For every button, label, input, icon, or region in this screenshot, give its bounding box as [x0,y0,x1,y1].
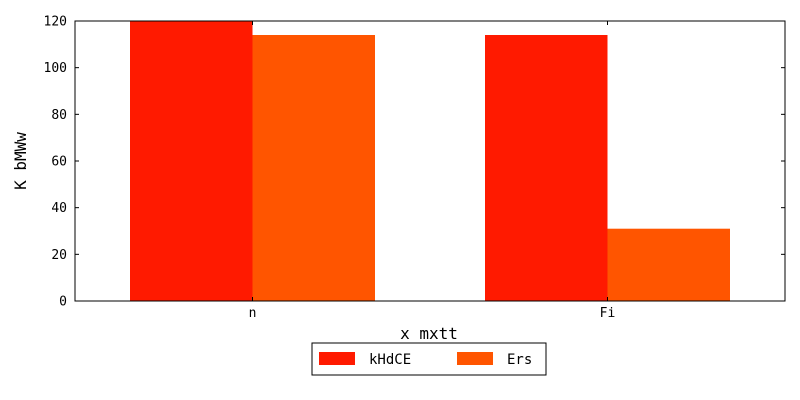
bar-ers-n [252,35,375,301]
y-tick-label: 100 [44,61,67,76]
legend: kHdCE Ers [311,342,547,376]
y-tick-label: 80 [51,108,67,123]
bar-ers-fi [607,228,730,301]
y-tick-label: 40 [51,201,67,216]
y-tick-label: 120 [44,15,67,30]
legend-swatch-ers [457,352,493,365]
y-axis-title: K bMWw [11,132,30,190]
y-tick-label: 60 [51,155,67,170]
x-tick-label: n [249,306,257,321]
legend-swatch-khdce [319,352,355,365]
y-tick-label: 20 [51,248,67,263]
legend-label-khdce: kHdCE [369,352,411,368]
bar-khdce-n [130,21,253,301]
x-axis-ticks: n Fi [249,21,616,321]
x-tick-label: Fi [600,306,616,321]
legend-label-ers: Ers [507,352,532,368]
y-tick-label: 0 [59,295,67,310]
bars-group [130,21,730,301]
x-axis-title: x mxtt [400,324,458,343]
bar-khdce-fi [485,35,608,301]
y-axis-ticks: 0 20 40 60 80 100 120 [44,15,785,310]
